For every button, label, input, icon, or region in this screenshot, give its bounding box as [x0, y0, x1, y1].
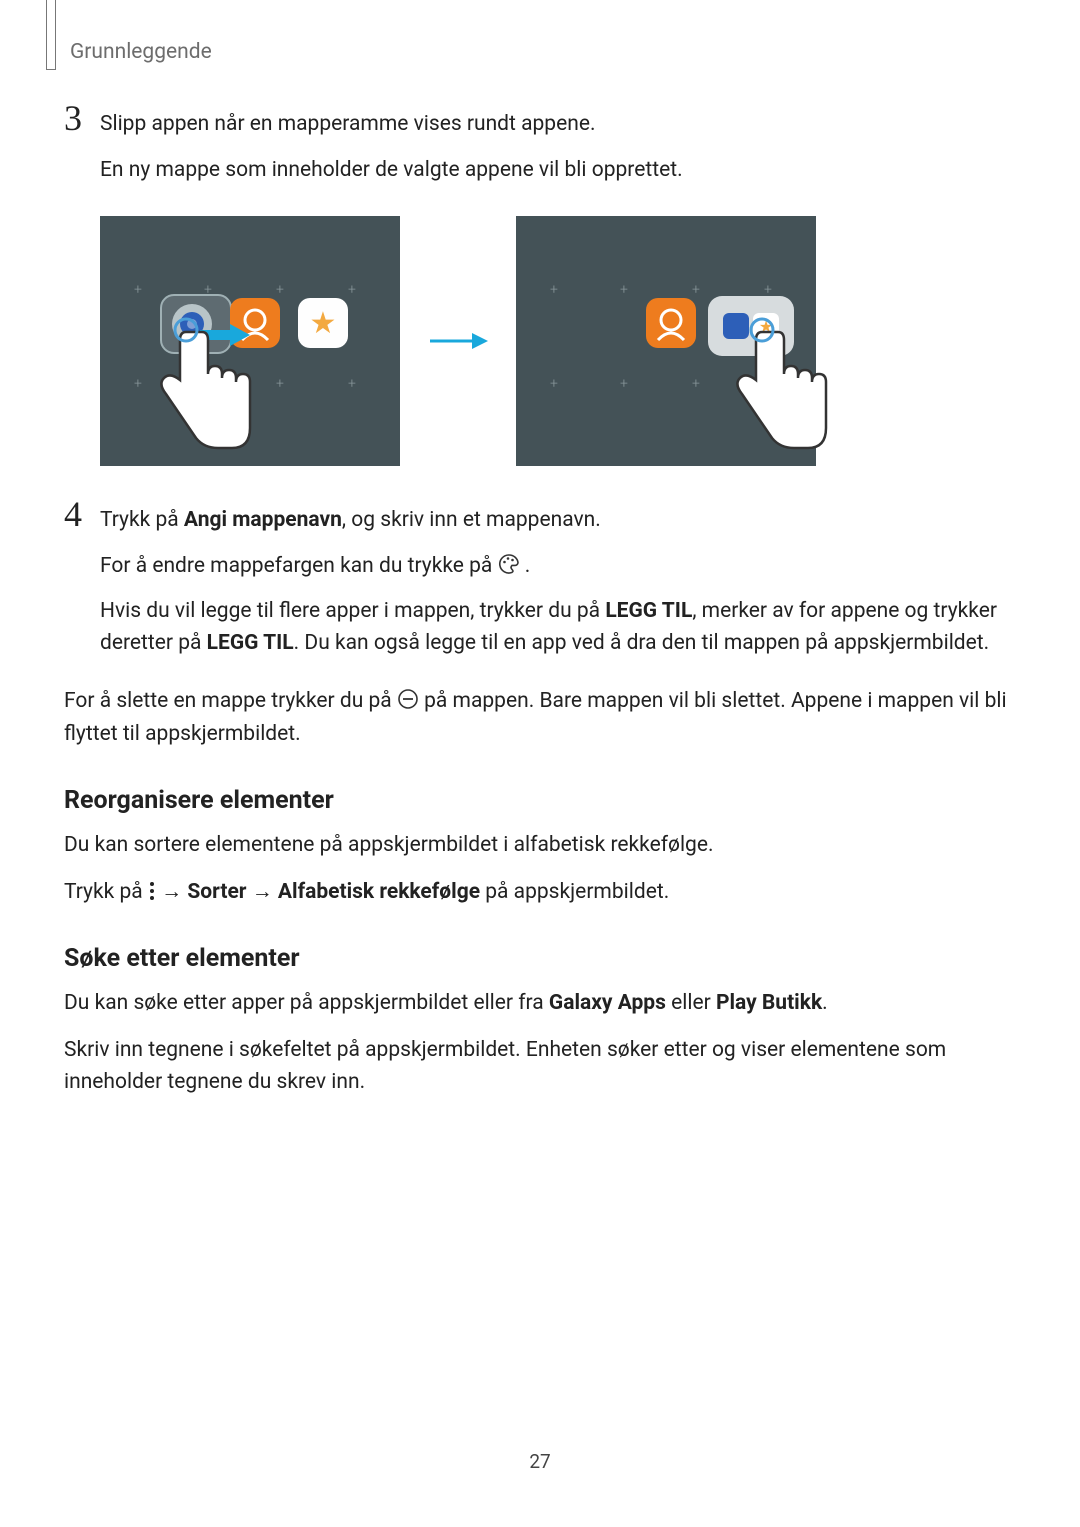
- minus-circle-icon: [397, 688, 419, 710]
- step-subtext: En ny mappe som inneholder de valgte app…: [100, 155, 1016, 187]
- page-number: 27: [0, 1450, 1080, 1473]
- palette-icon: [498, 553, 520, 575]
- arrow-right-icon: [428, 331, 488, 351]
- search-paragraph-1: Du kan søke etter apper på appskjermbild…: [64, 987, 1016, 1020]
- heading-search: Søke etter elementer: [64, 944, 1016, 973]
- app-icon-star: ★: [298, 298, 348, 348]
- reorg-paragraph-1: Du kan sortere elementene på appskjermbi…: [64, 829, 1016, 862]
- app-icon-orange: [646, 298, 696, 348]
- step-number: 3: [64, 100, 100, 136]
- section-header: Grunnleggende: [70, 40, 212, 64]
- created-folder: ★: [708, 296, 794, 356]
- search-paragraph-2: Skriv inn tegnene i søkefeltet på appskj…: [64, 1034, 1016, 1099]
- step-number: 4: [64, 496, 100, 532]
- delete-folder-paragraph: For å slette en mappe trykker du på på m…: [64, 685, 1016, 750]
- reorg-paragraph-2: Trykk på → Sorter → Alfabetisk rekkefølg…: [64, 876, 1016, 909]
- heading-reorganise: Reorganisere elementer: [64, 786, 1016, 815]
- step-text: Slipp appen når en mapperamme vises rund…: [100, 109, 1016, 141]
- step-3: 3 Slipp appen når en mapperamme vises ru…: [64, 100, 1016, 466]
- step-subtext: Hvis du vil legge til flere apper i mapp…: [100, 596, 1016, 659]
- step-text: Trykk på Angi mappenavn, og skriv inn et…: [100, 505, 1016, 537]
- screen-after: + + + + + + + ★: [516, 216, 816, 466]
- page-content: 3 Slipp appen når en mapperamme vises ru…: [64, 100, 1016, 1099]
- more-vert-icon: [148, 881, 156, 901]
- step-4: 4 Trykk på Angi mappenavn, og skriv inn …: [64, 496, 1016, 659]
- drag-arrow-icon: [200, 324, 250, 346]
- screen-before: + + + + + + + ★: [100, 216, 400, 466]
- step-subtext: For å endre mappefargen kan du trykke på…: [100, 551, 1016, 583]
- figure-row: + + + + + + + ★: [100, 216, 1016, 466]
- page-corner-tab: [46, 0, 56, 70]
